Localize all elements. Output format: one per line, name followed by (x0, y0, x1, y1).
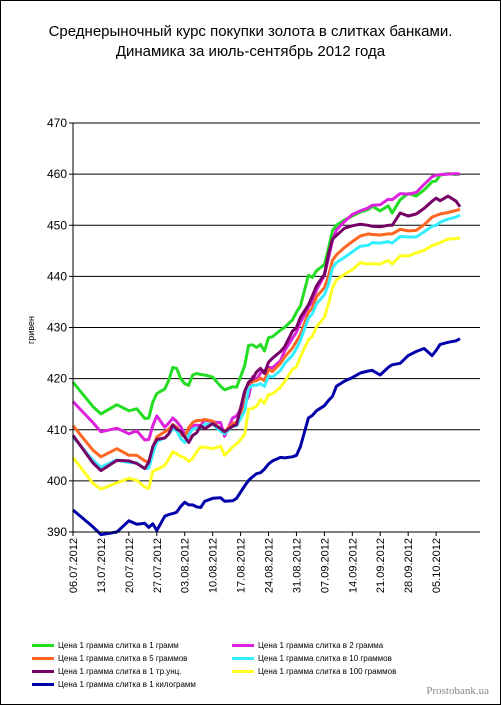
x-tick-label: 10.08.2012 (208, 538, 220, 593)
legend-label: Цена 1 грамма слитка в 100 граммов (258, 666, 397, 676)
x-tick-label: 20.07.2012 (124, 538, 136, 593)
y-tick-label: 450 (47, 218, 67, 232)
legend-label: Цена 1 грамма слитка в 1 килограмм (58, 679, 196, 689)
axes (72, 123, 480, 533)
legend-item: Цена 1 грамма слитка в 10 граммов (232, 651, 392, 665)
series-line-3 (71, 207, 461, 464)
x-tick-label: 31.08.2012 (291, 538, 303, 593)
x-tick-label: 17.08.2012 (236, 538, 248, 593)
legend-label: Цена 1 грамма слитка в 10 граммов (258, 653, 392, 663)
y-tick-label: 430 (47, 321, 67, 335)
y-tick-label: 440 (47, 269, 67, 283)
y-axis-ticks: 390 400 410 420 430 440 450 460 470 (47, 116, 73, 539)
x-tick-label: 21.09.2012 (375, 538, 387, 593)
legend-swatch (232, 669, 254, 673)
legend-swatch (32, 682, 54, 686)
legend-label: Цена 1 грамма слитка в 2 грамма (258, 640, 384, 650)
legend-swatch (232, 656, 254, 660)
series-line-6 (71, 236, 461, 491)
grid-lines (73, 122, 480, 482)
legend-item: Цена 1 грамма слитка в 1 тр.унц. (32, 664, 181, 678)
y-tick-label: 460 (47, 167, 67, 181)
legend-swatch (232, 643, 254, 647)
series-line-7 (72, 337, 461, 537)
watermark: Prostobank.ua (426, 685, 489, 697)
legend-item: Цена 1 грамма слитка в 5 граммов (32, 651, 187, 665)
x-tick-label: 13.07.2012 (96, 538, 108, 593)
legend-item: Цена 1 грамма слитка в 100 граммов (232, 664, 396, 678)
x-tick-label: 05.10.2012 (431, 538, 443, 593)
series-line-5 (71, 194, 462, 473)
legend-label: Цена 1 грамма слитка в 1 тр.унц. (58, 666, 182, 676)
x-axis-ticks: 06.07.2012 13.07.2012 20.07.2012 27.07.2012… (68, 532, 443, 593)
chart-title: Среднерыночный курс покупки золота в сли… (48, 23, 453, 60)
legend-item: Цена 1 грамма слитка в 2 грамма (232, 638, 383, 652)
legend-swatch (32, 643, 54, 647)
y-tick-label: 470 (47, 116, 67, 130)
legend-item: Цена 1 грамма слитка в 1 килограмм (32, 677, 196, 691)
y-axis-label: гривен (26, 316, 36, 344)
y-tick-label: 410 (47, 423, 67, 437)
x-tick-label: 28.09.2012 (403, 538, 415, 593)
series-line-1 (71, 172, 461, 420)
legend-item: Цена 1 грамма слитка в 1 грамм (32, 638, 179, 652)
legend-swatch (32, 669, 54, 673)
series-lines (71, 172, 462, 537)
x-tick-label: 03.08.2012 (180, 538, 192, 593)
legend-swatch (32, 656, 54, 660)
x-tick-label: 06.07.2012 (68, 538, 80, 593)
legend: Цена 1 грамма слитка в 1 грамм Цена 1 гра… (32, 638, 472, 700)
y-tick-label: 400 (47, 474, 67, 488)
x-tick-label: 07.09.2012 (319, 538, 331, 593)
legend-label: Цена 1 грамма слитка в 5 граммов (58, 653, 188, 663)
y-tick-label: 390 (47, 525, 67, 539)
x-tick-label: 14.09.2012 (347, 538, 359, 593)
legend-label: Цена 1 грамма слитка в 1 грамм (58, 640, 179, 650)
x-tick-label: 27.07.2012 (152, 538, 164, 593)
x-tick-label: 24.08.2012 (264, 538, 276, 593)
y-tick-label: 420 (47, 372, 67, 386)
